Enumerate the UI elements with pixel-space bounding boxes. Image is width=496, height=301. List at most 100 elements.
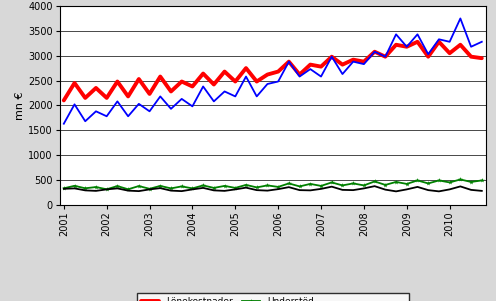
Lönekostnader (211, 83, 217, 86)
Material, förnödenheter, varor (275, 187, 281, 191)
Material, förnödenheter, varor (468, 188, 474, 192)
Material, förnödenheter, varor (157, 186, 163, 190)
Köp av tjänster (372, 50, 377, 54)
Understöd (339, 184, 345, 187)
Lönekostnader (168, 90, 174, 93)
Material, förnödenheter, varor (447, 188, 453, 191)
Köp av tjänster (200, 85, 206, 88)
Understöd (93, 185, 99, 189)
Lönekostnader (136, 77, 142, 81)
Understöd (479, 178, 485, 182)
Köp av tjänster (297, 75, 303, 78)
Köp av tjänster (189, 104, 195, 108)
Material, förnödenheter, varor (115, 187, 121, 190)
Lönekostnader (361, 60, 367, 64)
Material, förnödenheter, varor (136, 189, 142, 193)
Material, förnödenheter, varor (254, 188, 260, 192)
Understöd (61, 187, 67, 190)
Material, förnödenheter, varor (243, 186, 249, 189)
Köp av tjänster (179, 97, 185, 101)
Köp av tjänster (447, 40, 453, 44)
Material, förnödenheter, varor (93, 189, 99, 193)
Köp av tjänster (93, 110, 99, 113)
Understöd (179, 185, 185, 188)
Lönekostnader (425, 55, 431, 58)
Lönekostnader (447, 51, 453, 55)
Material, förnödenheter, varor (222, 189, 228, 193)
Understöd (211, 186, 217, 190)
Lönekostnader (415, 40, 421, 44)
Köp av tjänster (254, 95, 260, 98)
Material, förnödenheter, varor (232, 188, 238, 191)
Köp av tjänster (222, 90, 228, 93)
Köp av tjänster (243, 75, 249, 78)
Köp av tjänster (286, 60, 292, 64)
Köp av tjänster (104, 114, 110, 118)
Understöd (329, 181, 335, 184)
Understöd (297, 185, 303, 188)
Understöd (350, 182, 356, 185)
Köp av tjänster (436, 38, 442, 41)
Material, förnödenheter, varor (297, 188, 303, 192)
Lönekostnader (308, 63, 313, 67)
Köp av tjänster (125, 114, 131, 118)
Lönekostnader (318, 65, 324, 68)
Lönekostnader (436, 40, 442, 44)
Köp av tjänster (82, 119, 88, 123)
Köp av tjänster (329, 55, 335, 58)
Understöd (468, 180, 474, 184)
Understöd (393, 180, 399, 184)
Understöd (200, 184, 206, 187)
Köp av tjänster (275, 80, 281, 83)
Material, förnödenheter, varor (211, 188, 217, 192)
Lönekostnader (200, 72, 206, 75)
Understöd (71, 184, 77, 188)
Material, förnödenheter, varor (479, 189, 485, 193)
Material, förnödenheter, varor (393, 190, 399, 193)
Understöd (404, 182, 410, 186)
Material, förnödenheter, varor (372, 184, 377, 188)
Material, förnödenheter, varor (189, 188, 195, 191)
Understöd (286, 182, 292, 185)
Understöd (254, 186, 260, 189)
Lönekostnader (382, 55, 388, 58)
Material, förnödenheter, varor (179, 189, 185, 193)
Lönekostnader (329, 55, 335, 58)
Understöd (457, 178, 463, 181)
Material, förnödenheter, varor (425, 188, 431, 192)
Material, förnödenheter, varor (361, 187, 367, 190)
Köp av tjänster (147, 110, 153, 113)
Lönekostnader (82, 96, 88, 100)
Material, förnödenheter, varor (71, 187, 77, 190)
Y-axis label: mn €: mn € (15, 91, 25, 119)
Understöd (222, 184, 228, 188)
Köp av tjänster (61, 122, 67, 126)
Understöd (382, 183, 388, 187)
Köp av tjänster (393, 33, 399, 36)
Understöd (425, 182, 431, 185)
Köp av tjänster (382, 55, 388, 58)
Understöd (189, 187, 195, 190)
Lönekostnader (147, 92, 153, 96)
Köp av tjänster (339, 72, 345, 76)
Material, förnödenheter, varor (147, 188, 153, 191)
Understöd (147, 187, 153, 191)
Material, förnödenheter, varor (318, 187, 324, 191)
Material, förnödenheter, varor (436, 190, 442, 193)
Lönekostnader (157, 75, 163, 78)
Lönekostnader (254, 80, 260, 83)
Köp av tjänster (404, 45, 410, 48)
Lönekostnader (115, 80, 121, 83)
Lönekostnader (275, 70, 281, 73)
Köp av tjänster (457, 17, 463, 20)
Understöd (136, 184, 142, 188)
Material, förnödenheter, varor (82, 188, 88, 192)
Lönekostnader (468, 55, 474, 58)
Köp av tjänster (115, 100, 121, 103)
Material, förnödenheter, varor (286, 185, 292, 189)
Lönekostnader (189, 85, 195, 88)
Lönekostnader (61, 98, 67, 102)
Lönekostnader (104, 96, 110, 100)
Köp av tjänster (136, 102, 142, 106)
Line: Köp av tjänster: Köp av tjänster (64, 18, 482, 124)
